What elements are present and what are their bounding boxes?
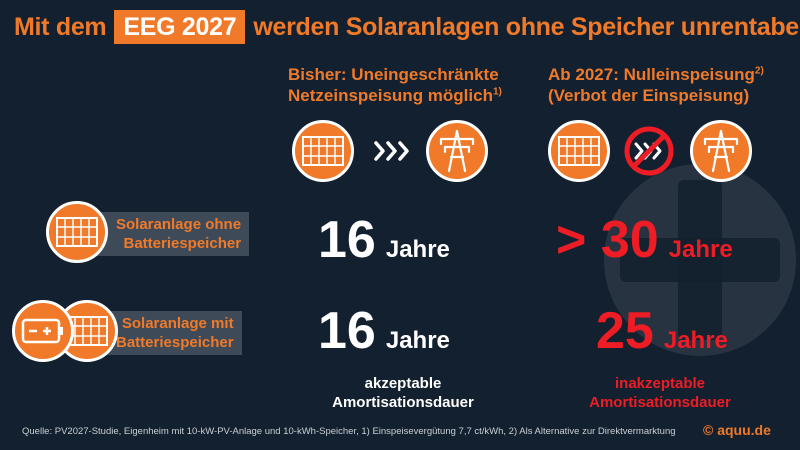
column-heading-future: Ab 2027: Nulleinspeisung2) (Verbot der E… <box>548 64 764 106</box>
footnote-2: 2) <box>754 65 764 77</box>
note-line1: akzeptable <box>364 375 442 392</box>
source-note: Quelle: PV2027-Studie, Eigenheim mit 10-… <box>22 426 676 437</box>
row-label-line1: Solaranlage mit <box>121 315 234 332</box>
title-prefix: Mit dem <box>14 12 107 41</box>
note-line1: inakzeptable <box>614 375 706 392</box>
column-heading-future-text: Ab 2027: Nulleinspeisung <box>548 65 755 84</box>
row-label-line2: Batteriespeicher <box>116 334 234 351</box>
column-heading-current-line2: Netzeinspeisung möglich1) <box>288 85 502 106</box>
page-title: Mit dem EEG 2027 werden Solaranlagen ohn… <box>14 10 800 44</box>
value-future-without-storage: > 30 Jahre <box>556 214 733 266</box>
column-heading-future-line2: (Verbot der Einspeisung) <box>548 86 750 105</box>
value-unit: Jahre <box>385 327 450 354</box>
watermark-plus-icon <box>604 164 796 356</box>
solar-panel-icon <box>46 201 108 263</box>
value-unit: Jahre <box>668 236 733 263</box>
arrows-right-icon <box>374 141 409 161</box>
note-line2: Amortisationsdauer <box>589 394 731 411</box>
column-heading-current: Bisher: Uneingeschränkte Netzeinspeisung… <box>288 64 502 106</box>
title-highlight: EEG 2027 <box>114 10 246 44</box>
no-arrows-icon <box>624 126 674 176</box>
value-current-with-storage: 16 Jahre <box>318 305 450 357</box>
row-label-without-storage: Solaranlage ohne Batteriespeicher <box>96 212 250 256</box>
note-line2: Amortisationsdauer <box>332 394 474 411</box>
value-unit: Jahre <box>385 236 450 263</box>
title-suffix: werden Solaranlagen ohne Speicher unrent… <box>253 12 800 41</box>
row-label-line1: Solaranlage ohne <box>116 216 242 233</box>
solar-panel-icon <box>292 120 354 182</box>
value-number: > 30 <box>556 211 659 269</box>
row-label-line2: Batteriespeicher <box>123 235 242 252</box>
value-number: 16 <box>318 302 376 360</box>
note-unacceptable: inakzeptable Amortisationsdauer <box>565 374 755 412</box>
value-number: 25 <box>596 302 654 360</box>
solar-panel-icon <box>548 120 610 182</box>
column-heading-future-line1: Ab 2027: Nulleinspeisung2) <box>548 64 764 85</box>
note-acceptable: akzeptable Amortisationsdauer <box>318 374 488 412</box>
footnote-1: 1) <box>492 86 502 98</box>
power-pylon-icon <box>690 120 752 182</box>
column-heading-current-line1: Bisher: Uneingeschränkte <box>288 65 499 84</box>
value-unit: Jahre <box>663 327 728 354</box>
power-pylon-icon <box>426 120 488 182</box>
battery-icon <box>12 300 74 362</box>
row-label-with-storage: Solaranlage mit Batteriespeicher <box>96 311 242 355</box>
value-current-without-storage: 16 Jahre <box>318 214 450 266</box>
value-number: 16 <box>318 211 376 269</box>
brand-logo: © aquu.de <box>703 422 771 438</box>
column-heading-current-text: Netzeinspeisung möglich <box>288 86 493 105</box>
value-future-with-storage: 25 Jahre <box>596 305 728 357</box>
